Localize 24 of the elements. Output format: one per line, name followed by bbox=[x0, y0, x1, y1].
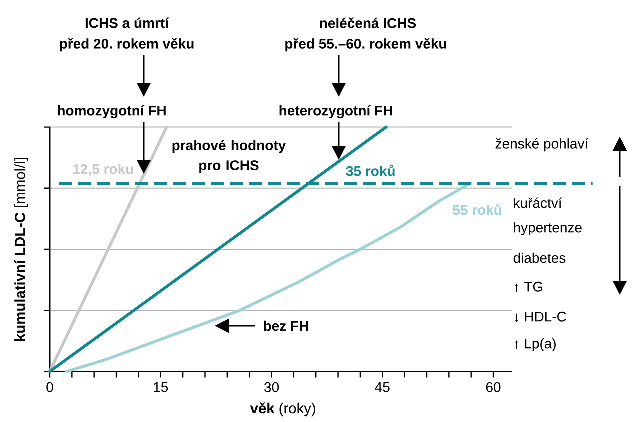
x-tick-label: 0 bbox=[46, 382, 54, 392]
x-axis-title: věk (roky) bbox=[250, 402, 316, 417]
text: ICHS a úmrtí bbox=[86, 18, 170, 28]
text: před 55.–60. rokem věku bbox=[286, 38, 446, 52]
series-label: homozygotní FH bbox=[58, 105, 166, 119]
y-axis-title: kumulativní LDL-C [mmol/l] bbox=[14, 158, 28, 341]
text: ↑ Lp(a) bbox=[515, 338, 556, 352]
x-tick-label: 30 bbox=[264, 382, 279, 392]
x-tick-label: 15 bbox=[154, 382, 168, 392]
text: diabetes bbox=[514, 252, 566, 264]
text: ↑ TG bbox=[515, 282, 543, 292]
x-tick-label: 60 bbox=[486, 382, 501, 392]
annotation: ženské pohlaví bbox=[496, 138, 589, 152]
series-label: heterozygotní FH bbox=[280, 105, 392, 119]
text: ↓ HDL-C bbox=[515, 312, 566, 322]
text: před 20. rokem věku bbox=[60, 38, 194, 52]
series-label: bez FH bbox=[264, 320, 308, 332]
text: neléčená ICHS bbox=[320, 18, 416, 28]
x-tick-label: 45 bbox=[375, 382, 390, 392]
annotation: 55 roků bbox=[453, 204, 502, 216]
ref-line-label: prahové hodnoty pro ICHS bbox=[172, 140, 286, 174]
text: kuřáctví bbox=[514, 198, 562, 208]
annotation: 35 roků bbox=[346, 164, 395, 176]
text: hypertenze bbox=[514, 222, 582, 236]
